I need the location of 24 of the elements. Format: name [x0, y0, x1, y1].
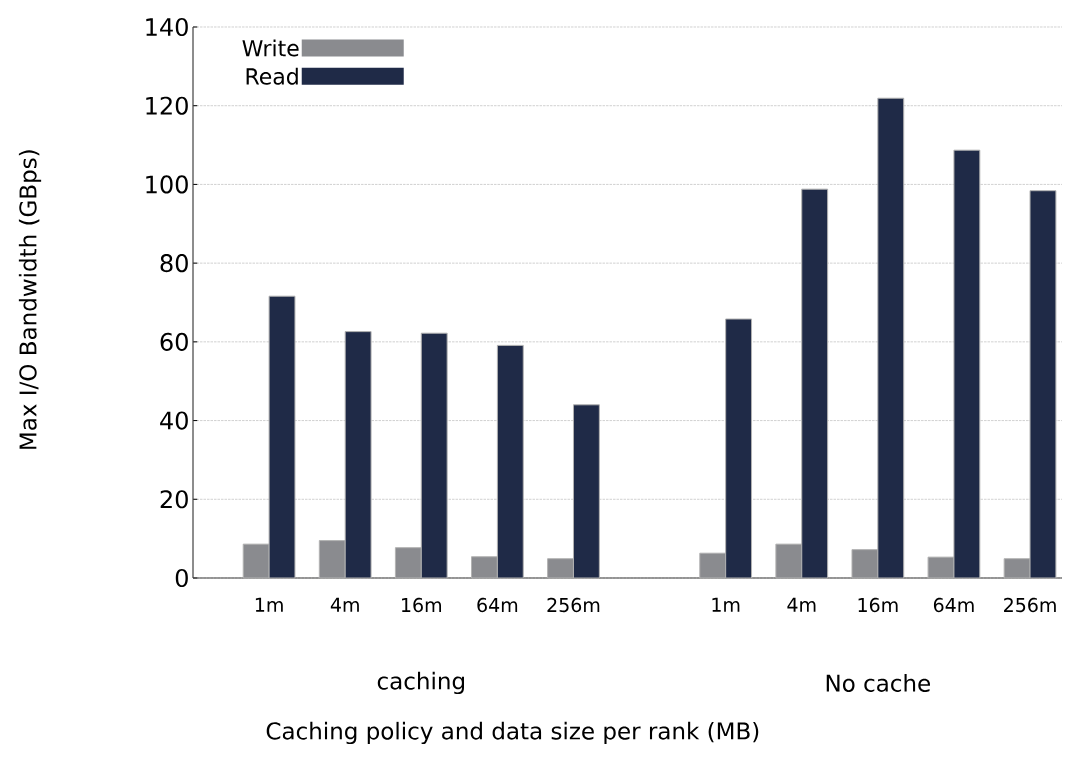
- y-tick-label: 60: [160, 332, 188, 351]
- text: caching: [377, 671, 464, 695]
- y-tick-label: 0: [175, 568, 188, 588]
- x-tick-label: 16m: [858, 597, 898, 613]
- x-tick-label: 64m: [477, 597, 518, 613]
- x-tick-label: 1m: [712, 597, 740, 612]
- x-tick-label: 1m: [255, 597, 283, 612]
- y-tick-label: 100: [146, 175, 188, 194]
- y-tick-label: 20: [160, 490, 188, 509]
- x-tick-label: 16m: [402, 597, 441, 613]
- x-tick-label: 256m: [547, 597, 600, 613]
- y-axis-title: Max I/O Bandwidth (GBps): [18, 150, 42, 449]
- legend-label: Read: [246, 67, 298, 85]
- legend-label: Write: [242, 39, 299, 57]
- x-tick-label: 4m: [330, 597, 359, 612]
- y-tick-label: 140: [146, 17, 188, 37]
- x-tick-label: 256m: [1004, 597, 1056, 613]
- y-tick-label: 120: [146, 96, 188, 115]
- y-tick-label: 80: [160, 254, 188, 273]
- text: No cache: [826, 674, 930, 692]
- x-tick-label: 64m: [933, 597, 974, 613]
- y-tick-label: 40: [160, 411, 188, 430]
- x-tick-label: 4m: [787, 597, 816, 612]
- x-axis-title: Caching policy and data size per rank (MB): [266, 721, 759, 745]
